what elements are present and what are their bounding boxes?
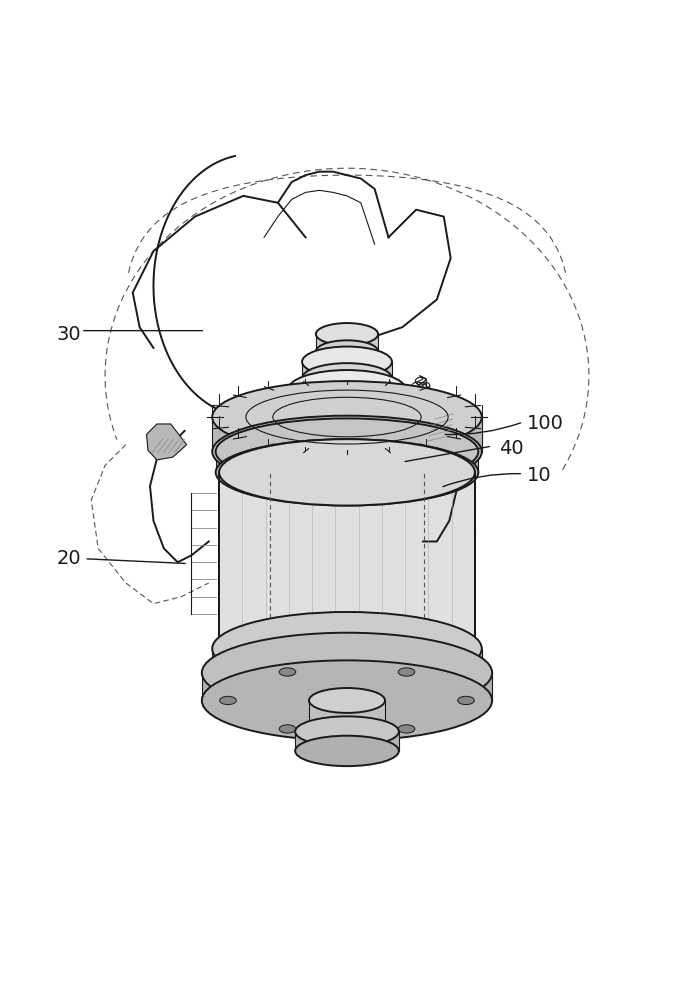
Text: 20: 20	[57, 549, 81, 568]
Ellipse shape	[458, 696, 474, 705]
Ellipse shape	[202, 633, 492, 713]
Bar	[216, 452, 478, 472]
Ellipse shape	[219, 439, 475, 506]
Ellipse shape	[279, 725, 296, 733]
Ellipse shape	[316, 340, 378, 362]
Text: 10: 10	[527, 466, 551, 485]
Ellipse shape	[202, 660, 492, 741]
Bar	[212, 417, 482, 452]
Bar	[202, 673, 492, 700]
Ellipse shape	[295, 716, 399, 747]
Bar	[295, 732, 399, 751]
Text: 30: 30	[57, 325, 81, 344]
Ellipse shape	[398, 725, 415, 733]
Ellipse shape	[309, 688, 385, 713]
Ellipse shape	[316, 323, 378, 345]
Polygon shape	[423, 410, 457, 445]
Ellipse shape	[288, 387, 406, 426]
Ellipse shape	[212, 381, 482, 453]
Ellipse shape	[220, 696, 236, 705]
Text: 100: 100	[527, 414, 564, 433]
Ellipse shape	[212, 416, 482, 488]
Ellipse shape	[219, 615, 475, 682]
Text: 40: 40	[499, 439, 524, 458]
Ellipse shape	[216, 418, 478, 485]
Ellipse shape	[309, 719, 385, 744]
Bar	[302, 362, 392, 378]
Ellipse shape	[212, 612, 482, 685]
Ellipse shape	[212, 636, 482, 709]
Bar	[309, 700, 385, 732]
Polygon shape	[146, 424, 187, 460]
Ellipse shape	[302, 347, 392, 377]
Ellipse shape	[288, 370, 406, 409]
Ellipse shape	[302, 363, 392, 394]
Ellipse shape	[295, 736, 399, 766]
Ellipse shape	[398, 668, 415, 676]
Bar	[219, 472, 475, 649]
Ellipse shape	[216, 439, 478, 506]
Ellipse shape	[279, 668, 296, 676]
Bar	[288, 389, 406, 407]
Bar	[212, 649, 482, 673]
Bar	[316, 334, 378, 351]
